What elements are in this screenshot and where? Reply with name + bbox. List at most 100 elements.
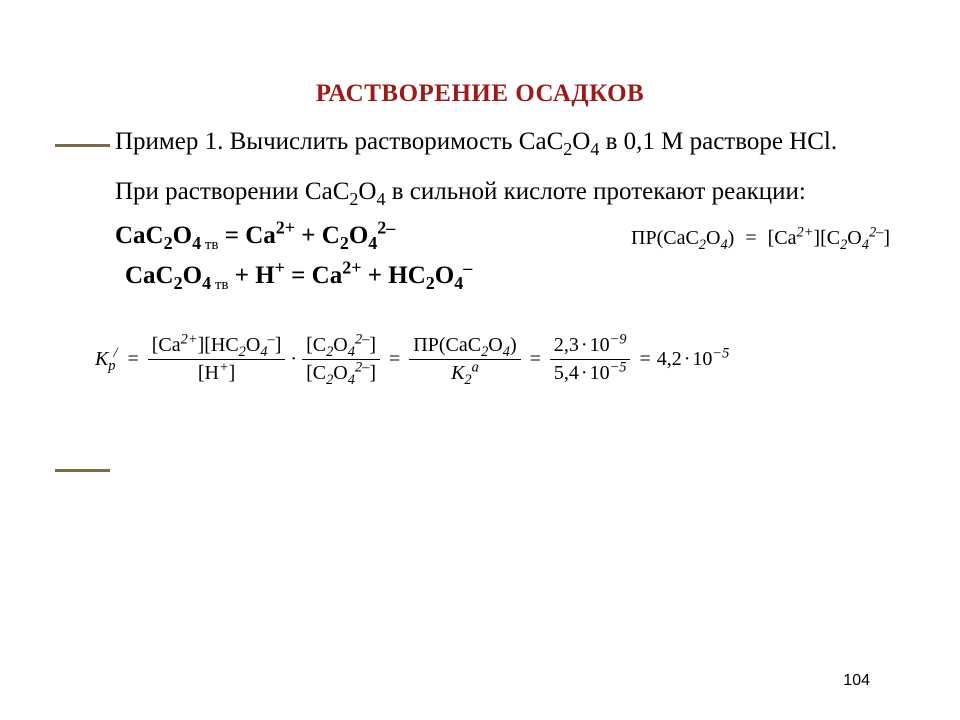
eq2-sp1: +: [275, 258, 285, 278]
eq2-s2b: 2: [426, 273, 435, 293]
f2nb: O: [333, 334, 347, 356]
eq1-s2b: 2: [340, 233, 349, 253]
f3na: ПР(CaC: [413, 334, 481, 356]
paragraph-reactions: При растворении CaC2O4 в сильной кислоте…: [70, 172, 890, 212]
sp-sp1: 2+: [797, 224, 814, 240]
frac-1: [Ca2+][HC2O4–] [H+]: [148, 332, 286, 387]
eq1-s2: 2: [164, 233, 173, 253]
eq1-s4b: 4: [368, 233, 377, 253]
eq1-e: O: [349, 222, 368, 249]
sp-e: ][C: [813, 227, 840, 249]
sub-4: 4: [590, 139, 599, 159]
f4na: 2,3: [554, 334, 579, 356]
sp-d: [Ca: [768, 227, 797, 249]
f3da: К: [451, 362, 464, 384]
f3dsup: а: [472, 359, 479, 375]
res-exp: −5: [712, 345, 729, 361]
sp-b: O: [706, 227, 720, 249]
f1s4: 4: [260, 344, 267, 360]
f1nb: ][HC: [198, 334, 239, 356]
f1nd: ]: [275, 334, 282, 356]
f3s4: 4: [503, 344, 510, 360]
f1sp2: –: [268, 331, 275, 347]
eq2-e: + HC: [362, 262, 426, 289]
res-a: 4,2: [657, 348, 682, 370]
sp-sp2: 2–: [869, 224, 883, 240]
sub-2: 2: [563, 139, 572, 159]
eq2-c: + H: [228, 262, 274, 289]
sp-s4b: 4: [862, 237, 869, 253]
kp-derivation-eq: Кр/ = [Ca2+][HC2O4–] [H+] · [C2O42–] [C2…: [95, 332, 890, 387]
eq1-tv: тв: [201, 237, 218, 253]
slide-title: РАСТВОРЕНИЕ ОСАДКОВ: [70, 80, 890, 108]
sp-c: ): [728, 227, 735, 249]
eq2-tv: тв: [211, 277, 228, 293]
f1s2: 2: [239, 344, 246, 360]
eq2-s4: 4: [202, 273, 211, 293]
f4da: 5,4: [554, 362, 579, 384]
f2nc: ]: [369, 334, 376, 356]
sp-a: ПР(CaC: [631, 227, 699, 249]
eq1-sp1: 2+: [276, 218, 295, 238]
page-number: 104: [843, 672, 870, 690]
frac-2: [C2O42–] [C2O42–]: [302, 332, 380, 387]
dissolution-eq-1: CaC2O4 тв = Ca2+ + C2O42–: [115, 222, 395, 254]
f4dexp: −5: [610, 359, 627, 375]
solubility-product-eq: ПР(CaC2O4) = [Ca2+][C2O42–]: [631, 227, 890, 250]
eq1-s4: 4: [192, 233, 201, 253]
frac-3: ПР(CaC2O4) К2а: [409, 332, 520, 387]
f1na: [Ca: [152, 334, 181, 356]
equation-row-1: CaC2O4 тв = Ca2+ + C2O42– ПР(CaC2O4) = […: [115, 222, 890, 254]
sub-2b: 2: [349, 189, 358, 209]
f2ds4: 4: [348, 372, 355, 388]
eq1-b: O: [173, 222, 192, 249]
eq1-d: + C: [295, 222, 340, 249]
f2dc: ]: [369, 362, 376, 384]
f2sp: 2–: [355, 331, 369, 347]
eq2-s4b: 4: [454, 273, 463, 293]
eq2-a: CaC: [125, 262, 174, 289]
kp-K: К: [95, 348, 108, 370]
dissolution-eq-2: CaC2O4 тв + H+ = Ca2+ + HC2O4–: [125, 262, 890, 294]
f1dsp: +: [219, 359, 229, 375]
eq2-b: O: [183, 262, 202, 289]
f1db: ]: [229, 362, 236, 384]
sp-s2: 2: [699, 237, 706, 253]
f4db: 10: [590, 362, 610, 384]
sp-g: ]: [883, 227, 890, 249]
para1-lead: Пример 1. Вычислить растворимость CaC: [115, 128, 563, 155]
f2db: O: [333, 362, 347, 384]
f2da: [C: [306, 362, 326, 384]
eq1-a: CaC: [115, 222, 164, 249]
f2na: [C: [306, 334, 326, 356]
f3nc: ): [510, 334, 517, 356]
f2s4: 4: [348, 344, 355, 360]
eq1-c: = Ca: [218, 222, 275, 249]
eq2-s2: 2: [174, 273, 183, 293]
f1sp1: 2+: [181, 331, 198, 347]
eq1-sp2: 2–: [377, 218, 395, 238]
para1-tail: в 0,1 М растворе HCl.: [599, 128, 837, 155]
f3ds: 2: [464, 372, 471, 388]
eq2-d: = Ca: [285, 262, 342, 289]
kp-sup: /: [113, 345, 117, 361]
sp-s4: 4: [720, 237, 727, 253]
f4nexp: −9: [610, 331, 627, 347]
accent-line-top: [55, 144, 110, 147]
f2dsp: 2–: [355, 359, 369, 375]
f1da: [H: [198, 362, 219, 384]
para2-tail: в сильной кислоте протекают реакции:: [385, 178, 805, 205]
f3nb: O: [488, 334, 502, 356]
res-b: 10: [692, 348, 712, 370]
eq2-f: O: [435, 262, 454, 289]
accent-line-bottom: [55, 469, 110, 472]
para2-lead: При растворении CaC: [115, 178, 349, 205]
f4nb: 10: [590, 334, 610, 356]
eq2-sp3: –: [463, 258, 472, 278]
f1nc: O: [246, 334, 260, 356]
paragraph-example: Пример 1. Вычислить растворимость CaC2O4…: [70, 122, 890, 162]
eq2-sp2: 2+: [342, 258, 361, 278]
sp-f: O: [847, 227, 861, 249]
slide: РАСТВОРЕНИЕ ОСАДКОВ Пример 1. Вычислить …: [0, 0, 960, 720]
frac-4: 2,3·10−9 5,4·10−5: [550, 332, 631, 387]
